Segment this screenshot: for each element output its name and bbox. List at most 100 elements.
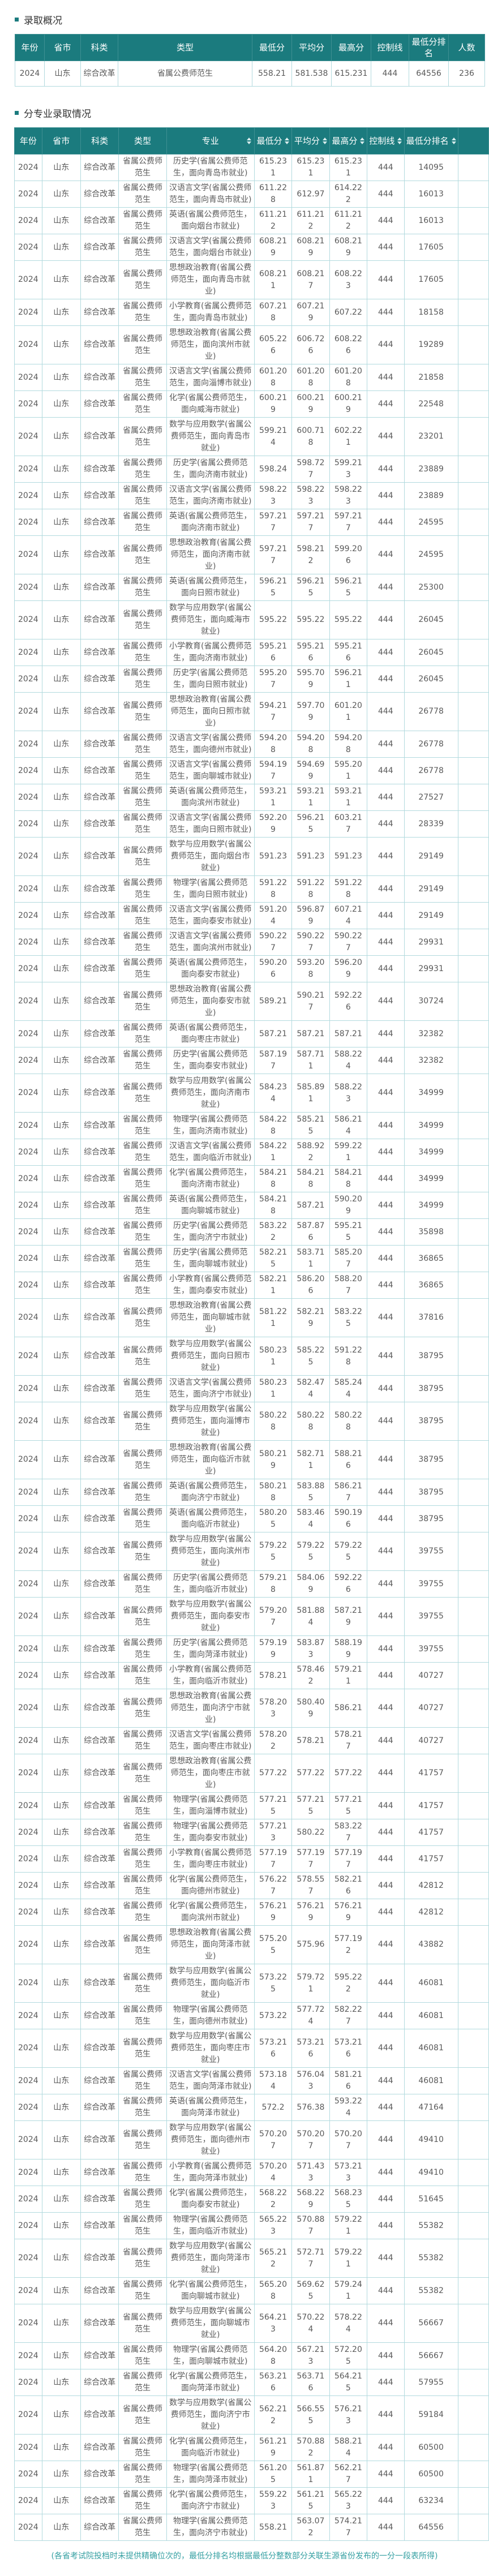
cell-control-line: 444	[367, 2461, 405, 2488]
cell-province: 山东	[41, 1298, 81, 1337]
cell-year: 2024	[14, 757, 42, 784]
cell-min-score-rank: 55382	[404, 2277, 458, 2304]
cell-max-score: 579.221	[329, 2239, 368, 2278]
cell-type: 省属公费师范生	[118, 390, 167, 418]
cell-province: 山东	[41, 757, 81, 784]
cell-type: 省属公费师范生	[118, 2159, 167, 2186]
cell-max-score: 582.227	[329, 2002, 368, 2029]
table-row: 2024 山东 综合改革 省属公费师范生 化学(省属公费师范生，面向临沂市就业) 561.…	[14, 2434, 489, 2461]
cell-min-score-rank: 42812	[404, 1872, 458, 1899]
cell-control-line: 444	[367, 1218, 405, 1246]
cell-year: 2024	[14, 574, 42, 601]
cell-province: 山东	[41, 299, 81, 326]
cell-control-line: 444	[367, 2159, 405, 2186]
cell-subject-category: 综合改革	[80, 902, 119, 929]
major-col-province: 省市	[41, 127, 81, 154]
table-row: 2024 山东 综合改革 省属公费师范生 思想政治教育(省属公费师范生，面向临沂市就业)…	[14, 1440, 489, 1479]
cell-count	[457, 417, 489, 456]
table-row: 2024 山东 综合改革 省属公费师范生 数学与应用数学(省属公费师范生，面向日照市就业…	[14, 1337, 489, 1376]
cell-count	[457, 207, 489, 234]
cell-year: 2024	[14, 207, 42, 234]
cell-province: 山东	[41, 325, 81, 364]
cell-year: 2024	[14, 902, 42, 929]
cell-subject-category: 综合改革	[80, 2186, 119, 2213]
cell-type: 省属公费师范生	[118, 2029, 167, 2068]
cell-major: 汉语言文学(省属公费师范生，面向德州市就业)	[166, 731, 255, 758]
cell-avg-score: 567.213	[291, 2342, 330, 2369]
cell-year: 2024	[14, 810, 42, 838]
cell-avg-score: 595.22	[291, 600, 330, 639]
cell-control-line: 444	[367, 1792, 405, 1819]
cell-min-score: 579.207	[254, 1597, 293, 1636]
cell-count	[457, 1754, 489, 1793]
cell-max-score: 595.22	[329, 600, 368, 639]
cell-avg-score: 578.462	[291, 1662, 330, 1689]
cell-avg-score: 600.718	[291, 417, 330, 456]
cell-subject-category: 综合改革	[80, 929, 119, 956]
cell-min-score-rank: 49410	[404, 2120, 458, 2159]
cell-year: 2024	[14, 1689, 42, 1728]
column-label: 最高分	[338, 42, 364, 53]
cell-max-score: 586.217	[329, 1479, 368, 1506]
cell-min-score-rank: 26778	[404, 757, 458, 784]
cell-min-score: 611.212	[254, 207, 293, 234]
cell-type: 省属公费师范生	[118, 731, 167, 758]
cell-type: 省属公费师范生	[118, 1597, 167, 1636]
overview-title-text: 录取概况	[24, 15, 62, 27]
cell-avg-score: 576.219	[291, 1899, 330, 1926]
cell-control-line: 444	[367, 2029, 405, 2068]
cell-min-score-rank: 29149	[404, 875, 458, 903]
cell-control-line: 444	[367, 1689, 405, 1728]
major-col-min-score[interactable]: 最低分	[254, 127, 293, 154]
cell-min-score: 564.208	[254, 2342, 293, 2369]
cell-count	[457, 1165, 489, 1192]
cell-major: 数学与应用数学(省属公费师范生，面向菏泽市就业)	[166, 2239, 255, 2278]
cell-province: 山东	[41, 639, 81, 666]
cell-max-score: 580.228	[329, 1402, 368, 1441]
cell-min-score-rank: 43882	[404, 1925, 458, 1964]
cell-year: 2024	[14, 2514, 42, 2541]
cell-count	[457, 639, 489, 666]
cell-subject-category: 综合改革	[80, 1570, 119, 1598]
cell-province: 山东	[41, 1635, 81, 1663]
major-col-max-score[interactable]: 最高分	[329, 127, 368, 154]
cell-min-score-rank: 64556	[404, 2514, 458, 2541]
overview-col-year: 年份	[15, 34, 45, 61]
table-row: 2024 山东 综合改革 省属公费师范生 化学(省属公费师范生，面向济南市就业) 584.…	[14, 1165, 489, 1192]
major-col-control-line[interactable]: 控制线	[367, 127, 405, 154]
cell-major: 历史学(省属公费师范生，面向济南市就业)	[166, 456, 255, 483]
major-col-min-score-rank[interactable]: 最低分排名	[404, 127, 458, 154]
cell-min-score-rank: 30724	[404, 982, 458, 1021]
cell-avg-score: 583.873	[291, 1635, 330, 1663]
major-col-major[interactable]: 专业	[166, 127, 255, 154]
overview-table-container: 年份 省市 科类 类型 最低分 平均分 最高分 控制线 最低分排名 人数 2024 山东 综合改革 省属…	[0, 34, 489, 87]
table-row: 2024 山东 综合改革 省属公费师范生 历史学(省属公费师范生，面向聊城市就业) 582…	[14, 1245, 489, 1272]
cell-control-line: 444	[367, 299, 405, 326]
cell-major: 小学教育(省属公费师范生，面向济南市就业)	[166, 639, 255, 666]
cell-control-line: 444	[367, 1754, 405, 1793]
cell-min-score-rank: 39755	[404, 1635, 458, 1663]
cell-min-score: 590.206	[254, 955, 293, 982]
cell-avg-score: 591.23	[291, 837, 330, 876]
cell-avg-score: 587.21	[291, 1020, 330, 1047]
column-label: 类型	[134, 135, 151, 146]
cell-year: 2024	[14, 1925, 42, 1964]
cell-type: 省属公费师范生	[118, 1689, 167, 1728]
cell-province: 山东	[41, 207, 81, 234]
cell-min-score: 598.223	[254, 482, 293, 509]
cell-avg-score: 586.206	[291, 1272, 330, 1299]
cell-control-line: 444	[367, 1112, 405, 1139]
major-col-avg-score[interactable]: 平均分	[291, 127, 330, 154]
table-row: 2024 山东 综合改革 省属公费师范生 汉语言文学(省属公费师范生，面向临沂市就业) 5…	[14, 1139, 489, 1166]
cell-count	[457, 2002, 489, 2029]
cell-min-score-rank: 41757	[404, 1754, 458, 1793]
cell-count	[457, 2277, 489, 2304]
cell-count	[457, 1689, 489, 1728]
cell-avg-score: 584.218	[291, 1165, 330, 1192]
cell-major: 英语(省属公费师范生，面向日照市就业)	[166, 574, 255, 601]
cell-province: 山东	[41, 1165, 81, 1192]
cell-major: 物理学(省属公费师范生，面向淄博市就业)	[166, 1792, 255, 1819]
cell-subject-category: 综合改革	[80, 1505, 119, 1532]
cell-control-line: 444	[367, 1337, 405, 1376]
cell-count	[457, 2239, 489, 2278]
